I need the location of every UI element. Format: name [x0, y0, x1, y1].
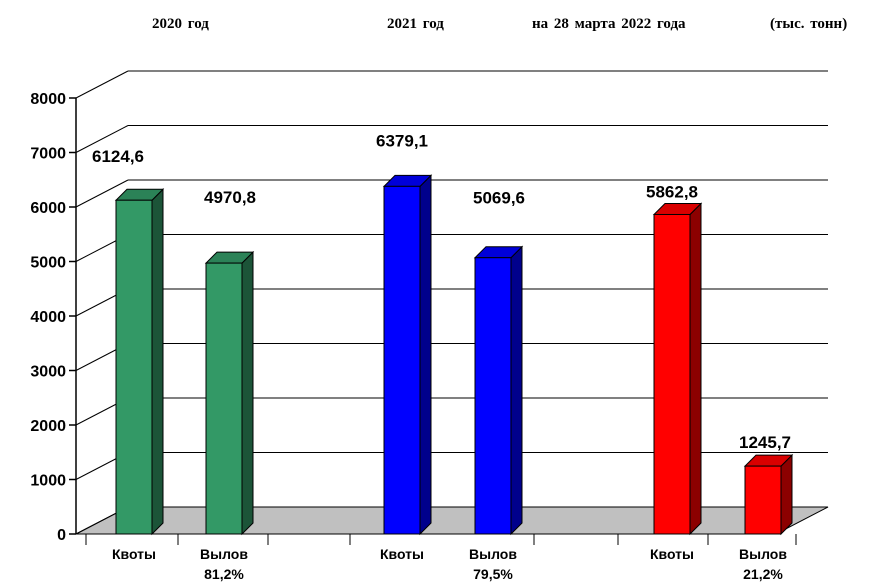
period-2022-header: на 28 марта 2022 года: [532, 16, 686, 32]
bar-side: [510, 245, 523, 536]
y-tick-label: 6000: [30, 200, 66, 217]
bar: [744, 465, 782, 535]
y-tick-label: 4000: [30, 309, 66, 326]
category-percent-label: 81,2%: [204, 566, 244, 582]
category-label: Вылов: [739, 546, 787, 562]
y-tick-label: 8000: [30, 91, 66, 108]
value-label: 5069,6: [473, 189, 525, 208]
y-tick-label: 3000: [30, 364, 66, 381]
category-percent-label: 21,2%: [743, 566, 783, 582]
y-tick-label: 1000: [30, 473, 66, 490]
bar: [205, 262, 243, 535]
bar-side: [419, 174, 432, 536]
value-label: 5862,8: [646, 182, 698, 201]
side-gridline: [75, 70, 129, 99]
bar: [383, 185, 421, 535]
value-label: 4970,8: [204, 188, 256, 207]
category-label: Вылов: [469, 546, 517, 562]
bar-side: [151, 188, 164, 536]
bar-side: [241, 250, 254, 536]
value-label: 1245,7: [739, 433, 791, 452]
bar: [115, 199, 153, 535]
unit-header: (тыс. тонн): [770, 16, 848, 32]
y-tick-label: 0: [57, 527, 66, 544]
side-gridline: [75, 179, 129, 208]
category-label: Квоты: [112, 546, 156, 562]
category-percent-label: 79,5%: [473, 566, 513, 582]
category-label: Квоты: [380, 546, 424, 562]
y-tick-label: 5000: [30, 255, 66, 272]
category-label: Вылов: [200, 546, 248, 562]
period-2021-header: 2021 год: [387, 16, 444, 32]
category-label: Квоты: [650, 546, 694, 562]
y-tick-label: 2000: [30, 418, 66, 435]
bar: [474, 257, 512, 535]
bar-side: [780, 453, 793, 536]
chart-floor: [75, 506, 829, 535]
y-tick-label: 7000: [30, 146, 66, 163]
value-label: 6124,6: [92, 147, 144, 166]
period-2020-header: 2020 год: [152, 16, 209, 32]
bar-side: [689, 202, 702, 536]
value-label: 6379,1: [376, 131, 428, 150]
bar: [653, 213, 691, 535]
side-gridline: [75, 125, 129, 153]
